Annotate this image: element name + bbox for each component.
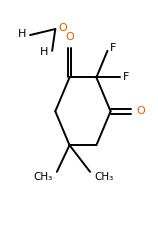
Text: O: O: [136, 106, 145, 116]
Text: H: H: [18, 29, 26, 39]
Text: F: F: [110, 43, 116, 53]
Text: H: H: [40, 47, 48, 57]
Text: CH₃: CH₃: [33, 172, 52, 182]
Text: O: O: [65, 32, 74, 42]
Text: O: O: [58, 23, 67, 33]
Text: F: F: [122, 72, 129, 83]
Text: CH₃: CH₃: [95, 172, 114, 182]
